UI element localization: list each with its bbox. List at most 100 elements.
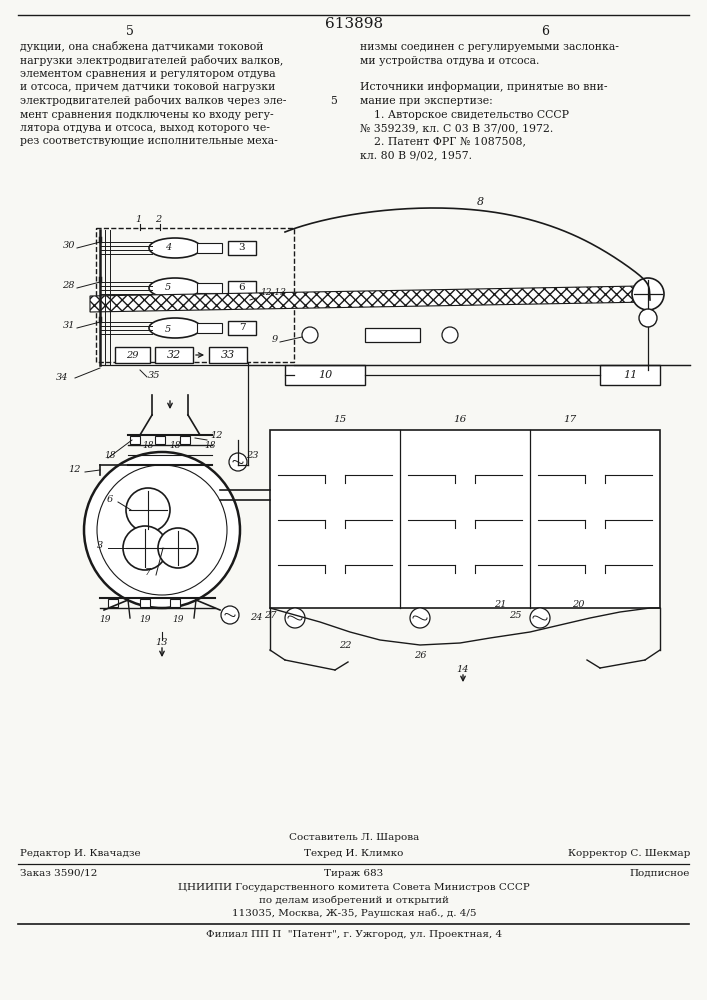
Text: 5: 5	[165, 284, 171, 292]
Circle shape	[410, 608, 430, 628]
Text: Тираж 683: Тираж 683	[325, 869, 384, 878]
Text: ми устройства отдува и отсоса.: ми устройства отдува и отсоса.	[360, 55, 539, 66]
Text: 12: 12	[210, 431, 223, 440]
Text: мание при экспертизе:: мание при экспертизе:	[360, 96, 493, 106]
Text: 7: 7	[239, 324, 245, 332]
Circle shape	[285, 608, 305, 628]
Bar	[600, 365, 660, 385]
Polygon shape	[90, 286, 650, 312]
Text: 17: 17	[563, 415, 577, 424]
Text: Составитель Л. Шарова: Составитель Л. Шарова	[289, 833, 419, 842]
Ellipse shape	[149, 278, 201, 298]
Text: 1. Авторское свидетельство СССР: 1. Авторское свидетельство СССР	[360, 109, 569, 119]
Text: Источники информации, принятые во вни-: Источники информации, принятые во вни-	[360, 82, 607, 93]
Bar	[197, 323, 222, 333]
Text: низмы соединен с регулируемыми заслонка-: низмы соединен с регулируемыми заслонка-	[360, 42, 619, 52]
Text: 29: 29	[126, 351, 139, 360]
Text: дукции, она снабжена датчиками токовой: дукции, она снабжена датчиками токовой	[20, 41, 264, 52]
Text: 24: 24	[250, 613, 262, 622]
Text: 19: 19	[173, 615, 184, 624]
Text: 12: 12	[69, 465, 81, 474]
Text: Редактор И. Квачадзе: Редактор И. Квачадзе	[20, 849, 141, 858]
Text: 113035, Москва, Ж-35, Раушская наб., д. 4/5: 113035, Москва, Ж-35, Раушская наб., д. …	[232, 908, 477, 918]
Text: 613898: 613898	[325, 17, 383, 31]
Text: 23: 23	[246, 451, 259, 460]
Bar	[209, 347, 247, 363]
Text: 25: 25	[510, 611, 522, 620]
Text: Заказ 3590/12: Заказ 3590/12	[20, 869, 98, 878]
Text: 3: 3	[239, 243, 245, 252]
Circle shape	[302, 327, 318, 343]
Text: 30: 30	[62, 241, 75, 250]
Text: и отсоса, причем датчики токовой нагрузки: и отсоса, причем датчики токовой нагрузк…	[20, 83, 275, 93]
Bar	[115, 347, 150, 363]
Bar	[228, 241, 256, 255]
Text: 28: 28	[62, 281, 75, 290]
Text: № 359239, кл. С 03 В 37/00, 1972.: № 359239, кл. С 03 В 37/00, 1972.	[360, 123, 554, 133]
Text: Корректор С. Шекмар: Корректор С. Шекмар	[568, 849, 690, 858]
Circle shape	[632, 278, 664, 310]
Text: мент сравнения подключены ко входу регу-: мент сравнения подключены ко входу регу-	[20, 109, 274, 119]
Text: 6: 6	[239, 284, 245, 292]
Text: 8: 8	[477, 197, 484, 207]
Bar	[96, 228, 294, 362]
Text: 3: 3	[97, 541, 103, 550]
Circle shape	[84, 452, 240, 608]
Text: 26: 26	[414, 651, 426, 660]
Bar	[140, 599, 150, 607]
Text: 20: 20	[572, 600, 584, 609]
Text: электродвигателей рабочих валков через эле-: электродвигателей рабочих валков через э…	[20, 95, 286, 106]
Text: 6: 6	[107, 495, 113, 504]
Text: 5: 5	[126, 25, 134, 38]
Text: 18: 18	[169, 441, 181, 450]
Text: 18: 18	[204, 441, 216, 450]
Text: 27: 27	[264, 611, 277, 620]
Text: нагрузки электродвигателей рабочих валков,: нагрузки электродвигателей рабочих валко…	[20, 54, 284, 66]
Text: 18: 18	[142, 441, 153, 450]
Text: по делам изобретений и открытий: по делам изобретений и открытий	[259, 896, 449, 905]
Circle shape	[229, 453, 247, 471]
Text: 5: 5	[165, 326, 171, 334]
Circle shape	[221, 606, 239, 624]
Circle shape	[123, 526, 167, 570]
Text: 13: 13	[156, 638, 168, 647]
Bar	[197, 243, 222, 253]
Text: 32: 32	[167, 350, 181, 360]
Bar	[270, 430, 660, 608]
Bar	[197, 283, 222, 293]
Circle shape	[639, 309, 657, 327]
Bar	[180, 436, 190, 444]
Bar	[170, 599, 180, 607]
Bar	[130, 436, 140, 444]
Text: Подписное: Подписное	[630, 869, 690, 878]
Text: ЦНИИПИ Государственного комитета Совета Министров СССР: ЦНИИПИ Государственного комитета Совета …	[178, 883, 530, 892]
Bar	[228, 281, 256, 295]
Text: 22: 22	[339, 641, 351, 650]
Text: 12,13: 12,13	[260, 288, 286, 297]
Bar	[155, 347, 193, 363]
Text: 21: 21	[493, 600, 506, 609]
Bar	[228, 321, 256, 335]
Text: рез соответствующие исполнительные меха-: рез соответствующие исполнительные меха-	[20, 136, 278, 146]
Text: 14: 14	[457, 665, 469, 674]
Ellipse shape	[149, 318, 201, 338]
Ellipse shape	[149, 238, 201, 258]
Text: Филиал ПП П  "Патент", г. Ужгород, ул. Проектная, 4: Филиал ПП П "Патент", г. Ужгород, ул. Пр…	[206, 930, 502, 939]
Text: 7: 7	[145, 568, 151, 577]
Text: 33: 33	[221, 350, 235, 360]
Text: 19: 19	[139, 615, 151, 624]
Text: 11: 11	[623, 370, 637, 380]
Bar	[285, 365, 365, 385]
Bar	[108, 599, 118, 607]
Text: 16: 16	[453, 415, 467, 424]
Text: 2: 2	[155, 215, 161, 224]
Text: элементом сравнения и регулятором отдува: элементом сравнения и регулятором отдува	[20, 69, 276, 79]
Text: 18: 18	[104, 451, 116, 460]
Text: 10: 10	[318, 370, 332, 380]
Text: 2. Патент ФРГ № 1087508,: 2. Патент ФРГ № 1087508,	[360, 136, 526, 146]
Bar	[155, 436, 165, 444]
Text: 35: 35	[148, 371, 160, 380]
Circle shape	[158, 528, 198, 568]
Text: 5: 5	[331, 96, 337, 106]
Text: лятора отдува и отсоса, выход которого че-: лятора отдува и отсоса, выход которого ч…	[20, 123, 270, 133]
